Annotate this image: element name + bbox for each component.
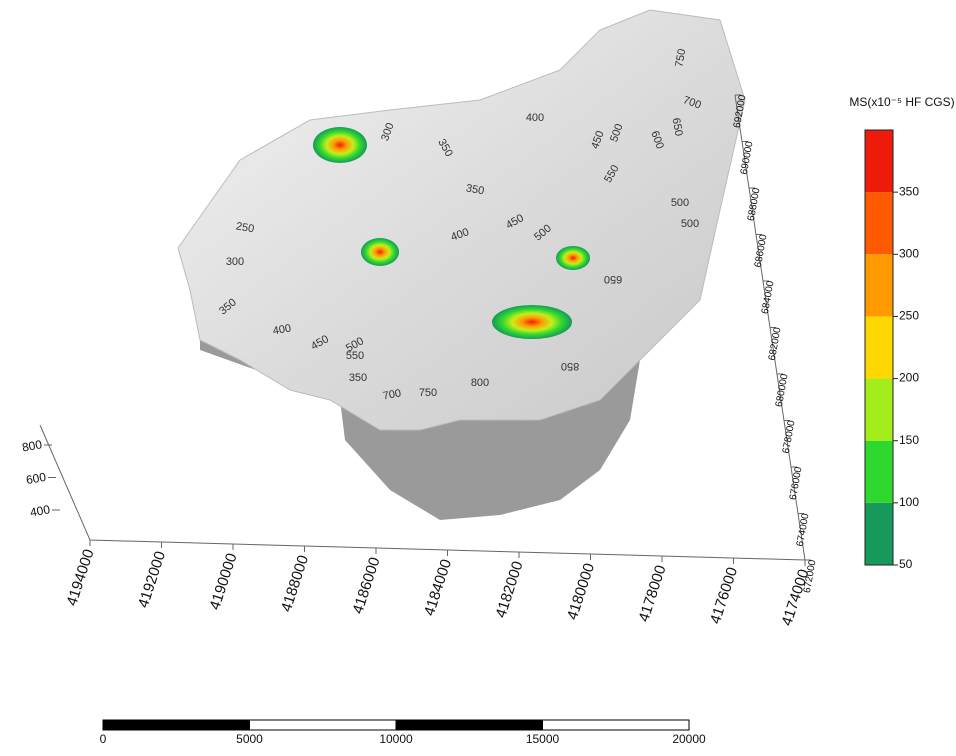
colorbar-band — [865, 503, 893, 565]
scale-label: 0 — [100, 732, 107, 746]
colorbar-band — [865, 130, 893, 192]
axis-tick-label: 686000 — [753, 233, 770, 268]
axis-tick-label: 4188000 — [278, 553, 312, 614]
contour-label: 300 — [226, 256, 244, 268]
axis-tick-label: 4176000 — [707, 565, 741, 626]
colorbar-tick-label: 100 — [899, 495, 919, 509]
contour-label: 350 — [349, 372, 367, 384]
contour-label: 500 — [681, 218, 699, 230]
scale-label: 5000 — [236, 732, 263, 746]
page: {"colorbar": {"title": "MS(x10⁻⁵ HF CGS)… — [0, 0, 956, 756]
axis-tick-label: 680000 — [774, 373, 791, 408]
scale-segment — [103, 720, 250, 730]
axis-tick-label: 676000 — [788, 466, 805, 501]
scale-label: 20000 — [672, 732, 706, 746]
axis-tick-label: 690000 — [739, 140, 756, 175]
axis-tick-label: 4190000 — [206, 551, 240, 612]
contour-label: 850 — [561, 360, 579, 372]
axis-tick-label: 678000 — [781, 419, 798, 454]
colorbar-tick-label: 300 — [899, 246, 919, 260]
colorbar-band — [865, 316, 893, 378]
colorbar-tick-label: 200 — [899, 371, 919, 385]
axis-tick-label: 4186000 — [349, 555, 383, 616]
axis-tick-label: 600 — [25, 470, 47, 487]
axis-tick-label: 674000 — [795, 512, 812, 547]
colorbar-title: MS(x10⁻⁵ HF CGS) — [849, 95, 954, 109]
axis-tick-label: 800 — [21, 437, 43, 454]
colorbar-band — [865, 379, 893, 441]
scale-label: 10000 — [379, 732, 413, 746]
anomaly — [361, 238, 399, 266]
axis-tick-label: 4180000 — [564, 561, 598, 622]
contour-label: 650 — [604, 273, 622, 285]
axis-tick-label: 4184000 — [421, 557, 455, 618]
axis-tick-label: 4194000 — [63, 547, 97, 608]
colorbar-band — [865, 192, 893, 254]
scale-segment — [543, 720, 690, 730]
contour-label: 400 — [526, 112, 544, 124]
colorbar-tick-label: 350 — [899, 184, 919, 198]
colorbar-tick-label: 250 — [899, 309, 919, 323]
contour-label: 800 — [471, 377, 489, 389]
contour-label: 750 — [419, 387, 437, 399]
axis-tick-label: 688000 — [746, 187, 763, 222]
anomaly — [556, 246, 590, 270]
contour-label: 550 — [346, 350, 364, 362]
scale-label: 15000 — [526, 732, 560, 746]
contour-label: 500 — [671, 197, 689, 209]
scale-segment — [396, 720, 543, 730]
colorbar-band — [865, 254, 893, 316]
map-figure: MS(x10⁻⁵ HF CGS) 30035040045050060065070… — [0, 0, 956, 751]
axis-tick-label: 4182000 — [492, 559, 526, 620]
anomaly — [313, 127, 367, 163]
colorbar-band — [865, 441, 893, 503]
terrain-surface — [178, 10, 745, 430]
axis-tick-label: 4178000 — [635, 563, 669, 624]
colorbar-tick-label: 150 — [899, 433, 919, 447]
axis-tick-label: 4192000 — [135, 549, 169, 610]
axis-tick-label: 682000 — [767, 326, 784, 361]
axis-tick-label: 400 — [29, 502, 51, 519]
colorbar-tick-label: 50 — [899, 557, 913, 571]
axis-tick-label: 684000 — [760, 280, 777, 315]
scale-segment — [250, 720, 397, 730]
axis-tick-label: 672000 — [802, 559, 819, 594]
anomaly — [492, 305, 572, 339]
